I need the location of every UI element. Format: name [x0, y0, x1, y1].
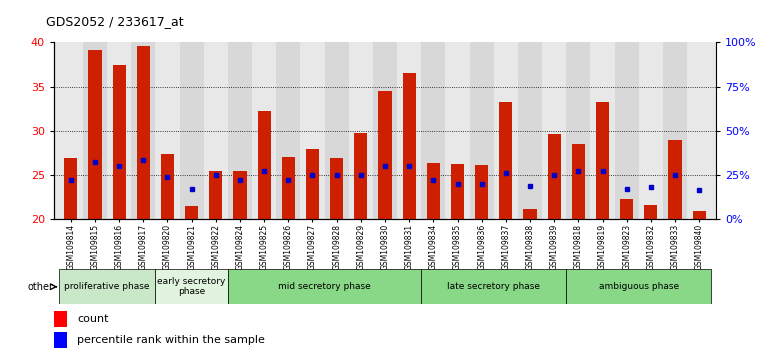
Bar — [644, 205, 658, 219]
FancyBboxPatch shape — [59, 269, 156, 304]
Text: proliferative phase: proliferative phase — [65, 282, 150, 291]
Bar — [306, 149, 319, 219]
Bar — [373, 42, 397, 219]
Bar — [591, 42, 614, 219]
FancyBboxPatch shape — [566, 269, 711, 304]
Bar — [427, 163, 440, 219]
Bar — [276, 42, 300, 219]
Bar — [475, 165, 488, 219]
Bar — [54, 332, 67, 348]
Bar — [596, 102, 609, 219]
Bar — [494, 42, 518, 219]
Bar — [692, 211, 706, 219]
FancyBboxPatch shape — [156, 269, 228, 304]
Bar — [156, 42, 179, 219]
Text: GDS2052 / 233617_at: GDS2052 / 233617_at — [46, 15, 184, 28]
Bar — [59, 42, 83, 219]
Text: percentile rank within the sample: percentile rank within the sample — [77, 335, 265, 345]
Bar — [571, 144, 585, 219]
Text: other: other — [28, 282, 53, 292]
Bar — [252, 42, 276, 219]
Bar — [499, 102, 513, 219]
Bar — [330, 158, 343, 219]
Bar — [185, 206, 199, 219]
Bar — [233, 171, 246, 219]
Bar — [470, 42, 494, 219]
Bar — [518, 42, 542, 219]
Bar — [566, 42, 591, 219]
Bar — [204, 42, 228, 219]
Bar — [614, 42, 639, 219]
Bar — [663, 42, 687, 219]
Text: ambiguous phase: ambiguous phase — [599, 282, 679, 291]
Bar — [354, 133, 367, 219]
Bar — [325, 42, 349, 219]
Bar — [668, 140, 681, 219]
Bar — [282, 156, 295, 219]
Bar — [64, 158, 78, 219]
Bar — [179, 42, 204, 219]
Bar — [445, 42, 470, 219]
Bar — [107, 42, 131, 219]
Bar — [547, 133, 561, 219]
Bar — [687, 42, 711, 219]
Bar — [403, 73, 416, 219]
Bar — [89, 50, 102, 219]
Bar — [421, 42, 445, 219]
Bar — [451, 164, 464, 219]
FancyBboxPatch shape — [421, 269, 566, 304]
Bar — [161, 154, 174, 219]
Text: mid secretory phase: mid secretory phase — [278, 282, 371, 291]
Bar — [542, 42, 566, 219]
Bar — [300, 42, 325, 219]
Text: count: count — [77, 314, 109, 324]
Bar — [209, 171, 223, 219]
Bar — [397, 42, 421, 219]
Bar — [257, 110, 271, 219]
Bar — [112, 64, 126, 219]
Bar — [83, 42, 107, 219]
Text: late secretory phase: late secretory phase — [447, 282, 541, 291]
Bar — [524, 209, 537, 219]
Bar — [137, 46, 150, 219]
Bar — [54, 311, 67, 327]
Bar — [378, 91, 392, 219]
Bar — [228, 42, 252, 219]
Text: early secretory
phase: early secretory phase — [158, 277, 226, 296]
Bar — [131, 42, 156, 219]
Bar — [639, 42, 663, 219]
Bar — [620, 199, 634, 219]
FancyBboxPatch shape — [228, 269, 421, 304]
Bar — [349, 42, 373, 219]
